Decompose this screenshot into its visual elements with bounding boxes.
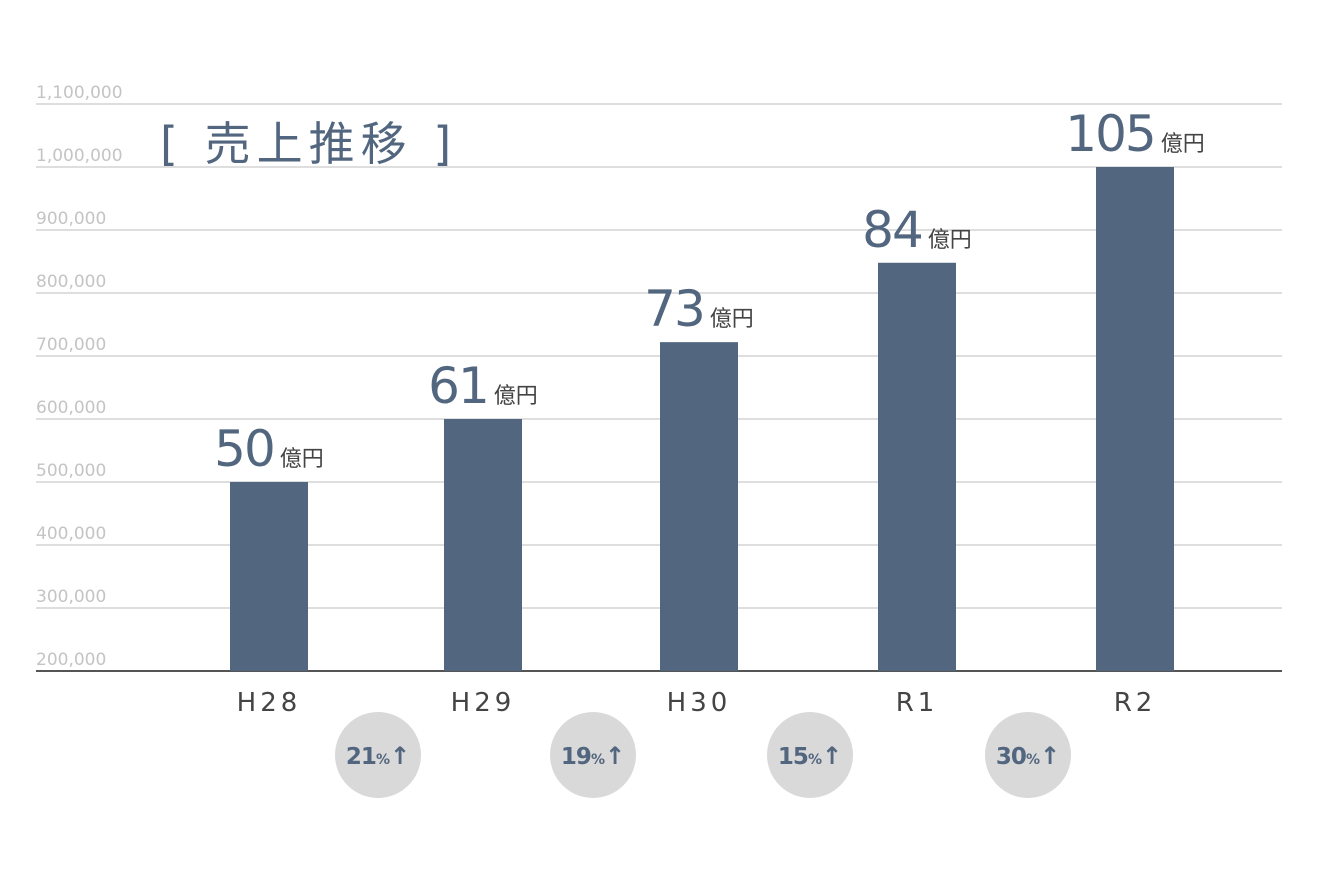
growth-badge [985, 712, 1071, 798]
data-label-number: 73 [644, 280, 704, 338]
data-label: 105 億円 [1065, 105, 1204, 163]
y-tick-label: 300,000 [36, 587, 106, 607]
data-label: 84 億円 [862, 201, 972, 259]
growth-arrow: ↑ [1040, 742, 1060, 770]
growth-value: 30 [996, 744, 1026, 770]
chart-title: [ 売上推移 ] [160, 117, 457, 171]
y-tick-label: 700,000 [36, 335, 106, 355]
growth-arrow: ↑ [390, 742, 410, 770]
growth-unit: % [591, 752, 605, 768]
growth-unit: % [1026, 752, 1040, 768]
x-tick-label: R1 [896, 688, 939, 718]
data-label-unit: 億円 [710, 307, 754, 332]
growth-unit: % [376, 752, 390, 768]
growth-label: 21%↑ [346, 742, 410, 770]
growth-value: 19 [561, 744, 591, 770]
growth-label: 15%↑ [778, 742, 842, 770]
y-tick-label: 900,000 [36, 209, 106, 229]
data-label-number: 50 [214, 420, 274, 478]
data-label-number: 105 [1065, 105, 1154, 163]
x-tick-label: H30 [667, 688, 732, 718]
growth-value: 21 [346, 744, 376, 770]
x-tick-label: R2 [1114, 688, 1157, 718]
growth-arrow: ↑ [822, 742, 842, 770]
x-tick-label: H28 [237, 688, 302, 718]
y-tick-label: 800,000 [36, 272, 106, 292]
y-tick-label: 200,000 [36, 650, 106, 670]
growth-badge [550, 712, 636, 798]
data-label-unit: 億円 [280, 447, 324, 472]
growth-badge [767, 712, 853, 798]
data-label-number: 61 [428, 357, 488, 415]
growth-arrow: ↑ [605, 742, 625, 770]
bar [230, 482, 308, 671]
growth-value: 15 [778, 744, 808, 770]
bar [660, 342, 738, 671]
growth-unit: % [808, 752, 822, 768]
bar [444, 419, 522, 671]
growth-label: 19%↑ [561, 742, 625, 770]
data-label: 73 億円 [644, 280, 754, 338]
bar [1096, 167, 1174, 671]
bar [878, 262, 956, 671]
x-tick-label: H29 [451, 688, 516, 718]
y-tick-label: 500,000 [36, 461, 106, 481]
y-tick-label: 400,000 [36, 524, 106, 544]
growth-badge [335, 712, 421, 798]
y-tick-label: 1,000,000 [36, 146, 123, 166]
growth-label: 30%↑ [996, 742, 1060, 770]
y-tick-label: 600,000 [36, 398, 106, 418]
data-label-unit: 億円 [928, 228, 972, 253]
data-label: 50 億円 [214, 420, 324, 478]
y-tick-label: 1,100,000 [36, 83, 123, 103]
data-label-unit: 億円 [1161, 132, 1205, 157]
data-label: 61 億円 [428, 357, 538, 415]
data-label-number: 84 [862, 201, 922, 259]
data-label-unit: 億円 [494, 384, 538, 409]
